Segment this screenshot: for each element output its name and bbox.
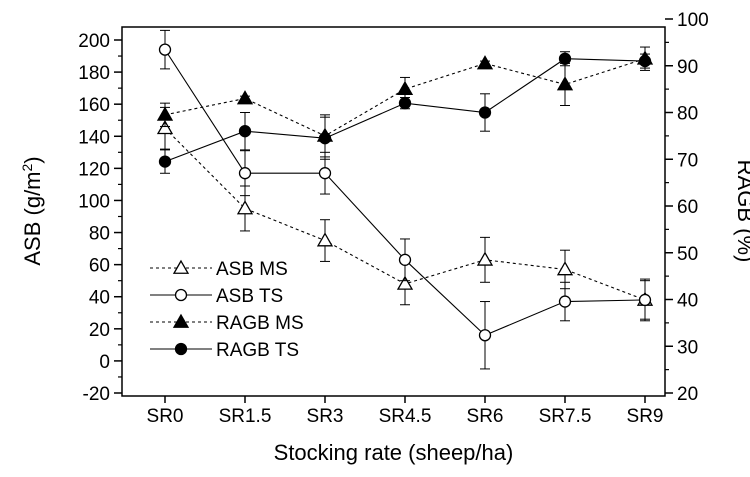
marker-circle	[238, 167, 252, 180]
left-tick-label: 60	[89, 256, 110, 277]
right-tick-label: 20	[677, 384, 698, 405]
marker-triangle	[156, 119, 174, 135]
series-line	[164, 58, 646, 163]
left-tick-label: 100	[78, 191, 110, 212]
left-tick-label: 140	[78, 127, 110, 148]
marker-triangle	[236, 200, 254, 215]
series-asb-ts	[158, 29, 652, 370]
marker-circle	[558, 295, 572, 308]
left-axis-title: ASB (g/m2)	[19, 156, 45, 265]
left-tick-label: 120	[78, 159, 110, 180]
marker-triangle	[316, 232, 334, 247]
legend-label: ASB MS	[216, 259, 288, 280]
legend-label: RAGB TS	[216, 340, 299, 361]
right-tick-label: 30	[677, 337, 698, 358]
left-tick-label: 160	[78, 95, 110, 116]
legend-label: ASB TS	[216, 286, 283, 307]
left-tick-label: 20	[89, 320, 110, 341]
x-tick-label: SR9	[627, 406, 664, 427]
marker-circle	[158, 155, 172, 168]
left-tick-label: 200	[78, 31, 110, 52]
x-tick-label: SR7.5	[539, 406, 592, 427]
right-tick-label: 90	[677, 57, 698, 78]
marker-circle	[558, 52, 572, 65]
marker-circle	[174, 342, 188, 356]
marker-triangle	[156, 106, 174, 121]
plot-frame	[121, 26, 666, 397]
right-tick-label: 60	[677, 197, 698, 218]
x-tick-label: SR3	[307, 406, 344, 427]
marker-circle	[638, 293, 652, 307]
x-tick-label: SR4.5	[379, 406, 432, 427]
marker-triangle	[172, 313, 190, 328]
legend: ASB MS ASB TS RAGB MS RAGB TS	[150, 259, 304, 361]
marker-circle	[398, 253, 412, 266]
left-axis-ticks: -20 0 20 40 60 80 100 120 140 160 180 200	[78, 31, 122, 405]
marker-triangle	[396, 275, 414, 290]
marker-triangle	[556, 76, 574, 91]
marker-circle	[238, 125, 252, 138]
series-asb-ms	[156, 106, 654, 320]
marker-circle	[478, 329, 492, 342]
left-tick-label: 80	[89, 224, 110, 245]
right-axis-title: RAGB (%)	[733, 160, 750, 263]
left-tick-label: 180	[78, 63, 110, 84]
left-tick-label: 40	[89, 288, 110, 309]
marker-triangle	[396, 80, 414, 96]
marker-circle	[174, 288, 188, 302]
marker-circle	[638, 54, 652, 68]
marker-triangle	[476, 55, 494, 70]
series-layer	[156, 29, 654, 370]
marker-circle	[318, 167, 332, 180]
left-tick-label: 0	[99, 352, 110, 373]
marker-triangle	[172, 259, 190, 274]
legend-entry: RAGB MS	[150, 313, 304, 334]
left-axis-title-superscript: 2	[19, 163, 35, 171]
x-tick-label: SR6	[467, 406, 504, 427]
left-axis-title-main: ASB (g/m	[20, 171, 45, 265]
x-axis-title: Stocking rate (sheep/ha)	[274, 440, 514, 465]
right-tick-label: 40	[677, 291, 698, 312]
marker-circle	[318, 132, 332, 145]
x-tick-label: SR0	[147, 406, 184, 427]
right-tick-label: 70	[677, 150, 698, 171]
marker-circle	[158, 43, 172, 56]
legend-label: RAGB MS	[216, 313, 304, 334]
right-tick-label: 80	[677, 104, 698, 125]
legend-entry: RAGB TS	[150, 340, 299, 361]
left-tick-label: -20	[83, 384, 110, 405]
x-tick-label: SR1.5	[219, 406, 272, 427]
marker-triangle	[236, 90, 254, 105]
right-tick-label: 50	[677, 244, 698, 265]
legend-entry: ASB MS	[150, 259, 288, 280]
marker-circle	[398, 97, 412, 110]
marker-triangle	[556, 261, 574, 276]
marker-circle	[478, 106, 492, 119]
marker-triangle	[476, 251, 494, 266]
left-axis-title-end: )	[20, 156, 45, 163]
right-axis-ticks: 20 30 40 50 60 70 80 90 100	[665, 10, 709, 405]
legend-entry: ASB TS	[150, 286, 283, 307]
x-axis-ticks: SR0 SR1.5 SR3 SR4.5 SR6 SR7.5 SR9	[147, 396, 664, 427]
right-tick-label: 100	[677, 10, 709, 31]
series-ragb-ts	[158, 51, 652, 174]
